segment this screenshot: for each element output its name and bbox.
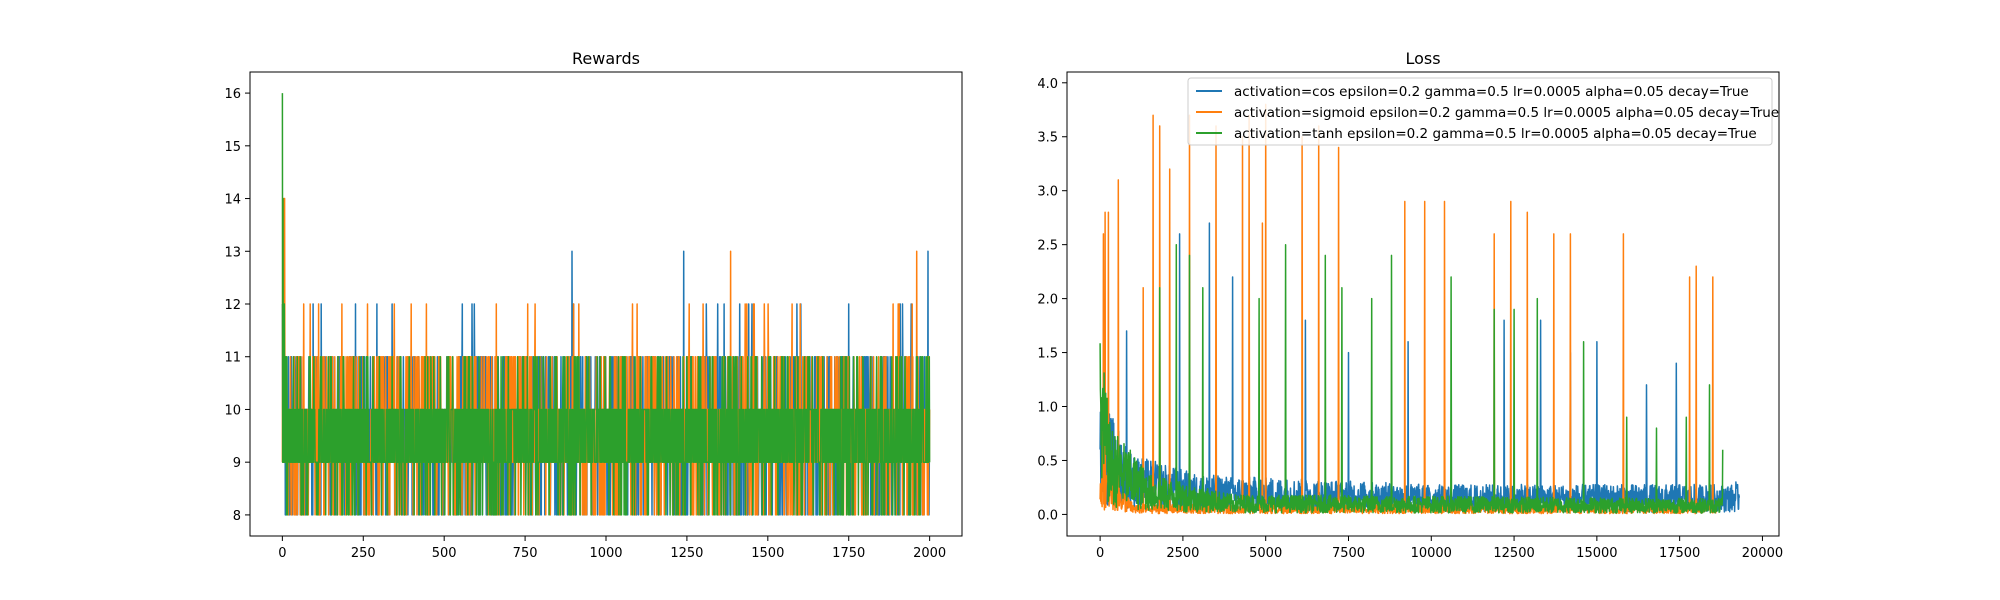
rewards-chart: Rewards 0 250 500 750 1000 1250 1500 1750 2000 8 9… — [224, 49, 963, 561]
legend-label-tanh: activation=tanh epsilon=0.2 gamma=0.5 lr… — [1234, 126, 1757, 142]
y-tick-label: 1.0 — [1037, 401, 1058, 416]
y-tick-label: 13 — [224, 245, 241, 260]
y-tick-label: 0.5 — [1037, 454, 1058, 469]
x-tick-label: 750 — [513, 546, 538, 561]
y-tick-label: 8 — [233, 509, 241, 524]
y-tick-label: 15 — [224, 140, 241, 155]
y-tick-label: 11 — [224, 351, 241, 366]
rewards-axes-frame — [249, 71, 963, 537]
loss-plot-area — [1099, 103, 1741, 515]
legend-entry-sigmoid: activation=sigmoid epsilon=0.2 gamma=0.5… — [1196, 105, 1779, 121]
x-tick-label: 10000 — [1411, 546, 1452, 561]
y-tick-label: 14 — [224, 193, 241, 208]
y-tick-label: 4.0 — [1037, 77, 1058, 92]
legend-label-sigmoid: activation=sigmoid epsilon=0.2 gamma=0.5… — [1234, 105, 1779, 121]
rewards-line-tanh — [281, 93, 931, 516]
rewards-chart-title: Rewards — [572, 49, 640, 68]
legend-entry-tanh: activation=tanh epsilon=0.2 gamma=0.5 lr… — [1196, 126, 1757, 142]
y-tick-label: 0.0 — [1037, 508, 1058, 523]
y-tick-label: 2.5 — [1037, 239, 1058, 254]
loss-axes-frame — [1066, 71, 1780, 537]
loss-line-tanh — [1099, 243, 1724, 514]
x-tick-label: 1250 — [670, 546, 703, 561]
x-tick-label: 1000 — [589, 546, 622, 561]
y-tick-label: 9 — [233, 456, 241, 471]
legend-label-cos: activation=cos epsilon=0.2 gamma=0.5 lr=… — [1234, 84, 1749, 100]
y-tick-label: 16 — [224, 87, 241, 102]
x-tick-label: 5000 — [1249, 546, 1282, 561]
x-tick-label: 15000 — [1576, 546, 1617, 561]
rewards-axis-ticks: 0 250 500 750 1000 1250 1500 1750 2000 8 9 10 11 12 13… — [224, 87, 946, 561]
x-tick-label: 17500 — [1659, 546, 1700, 561]
legend-entry-cos: activation=cos epsilon=0.2 gamma=0.5 lr=… — [1196, 84, 1749, 100]
y-tick-label: 3.0 — [1037, 185, 1058, 200]
loss-line-cos — [1099, 222, 1741, 513]
loss-chart-title: Loss — [1405, 49, 1440, 68]
x-tick-label: 2500 — [1166, 546, 1199, 561]
legend-frame — [1187, 77, 1773, 146]
y-tick-label: 2.0 — [1037, 293, 1058, 308]
x-tick-label: 500 — [432, 546, 457, 561]
x-tick-label: 7500 — [1332, 546, 1365, 561]
y-tick-label: 12 — [224, 298, 241, 313]
x-tick-label: 1750 — [832, 546, 865, 561]
x-tick-label: 250 — [351, 546, 376, 561]
loss-axis-ticks: 0 2500 5000 7500 10000 12500 15000 17500 20000 0.… — [1037, 77, 1783, 561]
rewards-plot-area — [281, 93, 931, 516]
loss-legend: activation=cos epsilon=0.2 gamma=0.5 lr=… — [1187, 77, 1779, 146]
x-tick-label: 1500 — [751, 546, 784, 561]
x-tick-label: 12500 — [1493, 546, 1534, 561]
x-tick-label: 0 — [1096, 546, 1104, 561]
y-tick-label: 1.5 — [1037, 347, 1058, 362]
x-tick-label: 20000 — [1742, 546, 1783, 561]
y-tick-label: 3.5 — [1037, 131, 1058, 146]
x-tick-label: 2000 — [913, 546, 946, 561]
x-tick-label: 0 — [278, 546, 286, 561]
loss-chart: Loss 0 2500 5000 7500 10000 12500 15000 17500 20… — [1037, 49, 1783, 561]
y-tick-label: 10 — [224, 403, 241, 418]
